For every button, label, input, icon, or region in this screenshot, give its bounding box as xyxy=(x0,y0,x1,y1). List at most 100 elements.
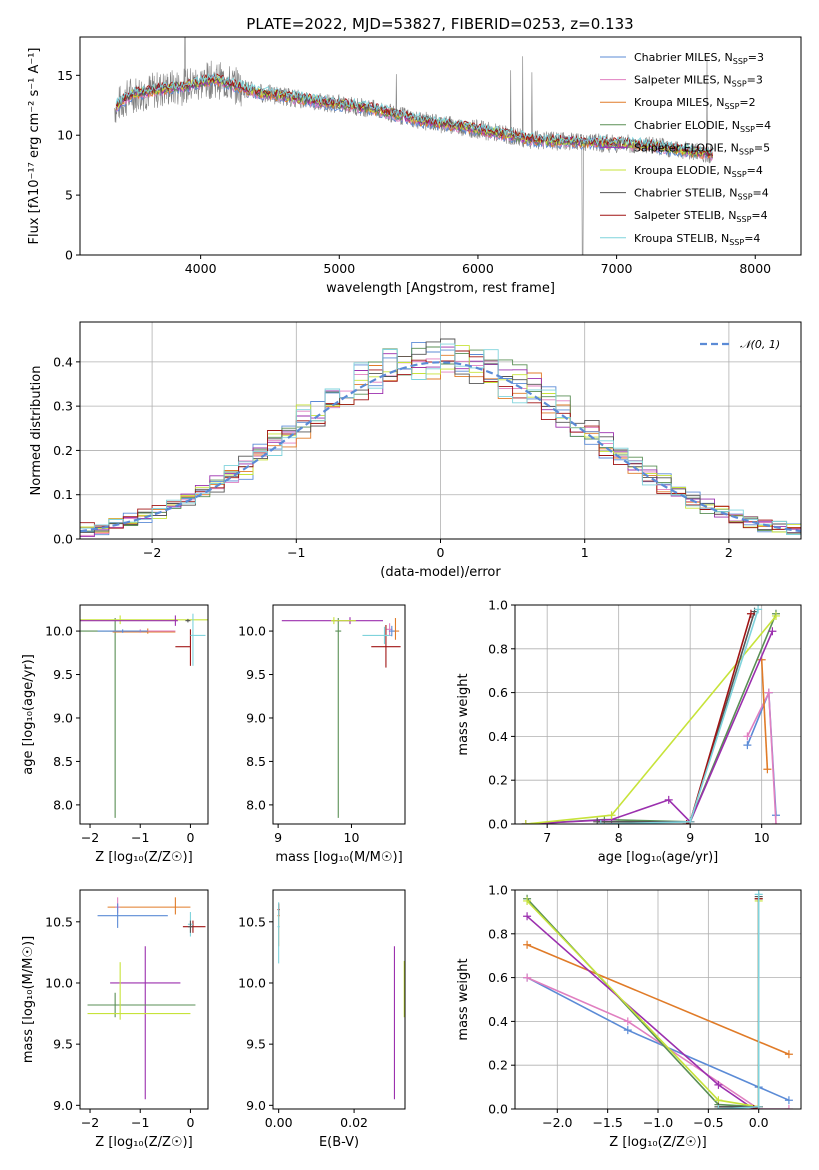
series-line xyxy=(526,976,790,1101)
plot-area xyxy=(281,617,401,818)
x-tick-label: 0.0 xyxy=(749,1115,769,1130)
x-axis-label: E(B-V) xyxy=(319,1135,359,1150)
x-tick-label: −1 xyxy=(131,830,149,845)
x-tick-label: 0 xyxy=(186,1115,194,1130)
x-tick-label: −1.0 xyxy=(643,1115,673,1130)
legend-label-sub: SSP xyxy=(739,147,754,156)
y-tick-label: 1.0 xyxy=(488,598,508,613)
legend-label-name: Chabrier MILES, N xyxy=(634,51,733,64)
series-line xyxy=(526,944,790,1056)
model-spectrum-line xyxy=(116,77,713,162)
y-axis-label: mass weight xyxy=(456,673,471,755)
y-tick-label: 0.3 xyxy=(53,399,73,414)
series-marker xyxy=(771,820,780,824)
y-tick-label: 0.6 xyxy=(488,685,508,700)
legend-label: Salpeter MILES, NSSP=3 xyxy=(634,74,763,89)
series-marker xyxy=(664,795,673,804)
x-tick-label: 8000 xyxy=(739,261,771,276)
legend-label: Salpeter ELODIE, NSSP=5 xyxy=(634,141,770,156)
series-line xyxy=(525,613,777,824)
y-tick-label: 0.4 xyxy=(488,729,508,744)
y-tick-label: 0.0 xyxy=(488,1102,508,1117)
series-marker xyxy=(596,820,605,824)
y-tick-label: 0.2 xyxy=(488,1058,508,1073)
x-axis-label: Z [log₁₀(Z/Z☉)] xyxy=(95,850,192,865)
series-line xyxy=(760,659,769,770)
x-tick-label: 0 xyxy=(186,830,194,845)
x-axis-label: wavelength [Angstrom, rest frame] xyxy=(326,281,555,296)
y-tick-label: 15 xyxy=(57,68,73,83)
legend-label-count: =4 xyxy=(751,209,767,222)
legend-label-count: =4 xyxy=(755,119,771,132)
y-tick-label: 9.5 xyxy=(53,1037,73,1052)
chart-age-vs-mass: 9 10 8.0 8.5 9.0 9.5 10.0 mass [log₁₀(M/M☉)] xyxy=(238,604,406,865)
y-tick-label: 0.8 xyxy=(488,926,508,941)
legend-label: Kroupa MILES, NSSP=2 xyxy=(634,96,756,111)
legend-label-name: Salpeter ELODIE, N xyxy=(634,141,739,154)
y-tick-label: 10.0 xyxy=(238,975,266,990)
legend-label-sub: SSP xyxy=(736,215,751,224)
y-tick-label: 1.0 xyxy=(488,883,508,898)
legend-label-count: =2 xyxy=(739,96,755,109)
series-marker xyxy=(623,1017,632,1026)
legend-label-name: Chabrier ELODIE, N xyxy=(634,119,740,132)
y-tick-label: 9.0 xyxy=(246,710,266,725)
legend-label-count: =4 xyxy=(747,164,763,177)
axes-frame xyxy=(79,604,209,825)
x-tick-label: 10 xyxy=(754,830,770,845)
series-marker xyxy=(523,973,532,982)
legend-label-sub: SSP xyxy=(740,125,755,134)
gaussian-reference-curve xyxy=(80,361,801,533)
legend-label-name: Kroupa STELIB, N xyxy=(634,232,729,245)
x-tick-label: 7000 xyxy=(601,261,633,276)
y-tick-label: 10.5 xyxy=(45,914,73,929)
series-marker xyxy=(714,1080,723,1089)
series-line xyxy=(600,609,759,824)
legend-label: 𝒩(0, 1) xyxy=(740,338,780,351)
y-tick-label: 0.6 xyxy=(488,970,508,985)
axes-frame xyxy=(514,604,802,825)
y-tick-label: 10 xyxy=(57,128,73,143)
axes-frame xyxy=(272,604,406,825)
x-tick-label: −1 xyxy=(287,545,305,560)
series-line xyxy=(526,898,760,1108)
legend-label-count: =4 xyxy=(744,232,760,245)
x-tick-label: −1 xyxy=(131,1115,149,1130)
residual-histogram-step xyxy=(80,343,801,535)
series-marker xyxy=(784,1105,793,1109)
series-marker xyxy=(743,741,752,750)
series-marker xyxy=(746,609,755,618)
y-tick-label: 0.0 xyxy=(53,532,73,547)
series-marker xyxy=(763,765,772,774)
x-axis-label: Z [log₁₀(Z/Z☉)] xyxy=(609,1135,706,1150)
plot-area xyxy=(515,605,801,824)
x-axis-label: mass [log₁₀(M/M☉)] xyxy=(275,850,402,865)
series-marker xyxy=(754,890,763,899)
y-tick-label: 9.0 xyxy=(53,710,73,725)
x-tick-label: −2 xyxy=(81,1115,99,1130)
series-marker xyxy=(754,1102,763,1109)
axes-frame xyxy=(272,889,406,1110)
x-tick-label: 0 xyxy=(437,545,445,560)
chart-weight-vs-Z: −2.0 −1.5 −1.0 −0.5 0.0 0.0 0.2 0.4 0.6 0.8 1.0 Z [… xyxy=(456,883,802,1150)
series-marker xyxy=(623,1026,632,1035)
x-tick-label: 10 xyxy=(344,830,360,845)
x-tick-label: 6000 xyxy=(462,261,494,276)
plot-area xyxy=(277,902,405,1100)
chart-age-vs-Z: −2 −1 0 8.0 8.5 9.0 9.5 10.0 Z [log₁₀(Z/Z☉)] age … xyxy=(21,604,209,865)
series-marker xyxy=(754,605,763,614)
y-tick-label: 8.5 xyxy=(246,754,266,769)
y-axis-label: mass [log₁₀(M/M☉)] xyxy=(21,936,36,1063)
series-marker xyxy=(521,820,530,824)
y-tick-label: 10.5 xyxy=(238,914,266,929)
plot-area xyxy=(80,322,801,539)
series-marker xyxy=(593,817,602,824)
y-tick-label: 0.4 xyxy=(53,354,73,369)
y-tick-label: 0.4 xyxy=(488,1014,508,1029)
x-tick-label: −2.0 xyxy=(542,1115,572,1130)
y-tick-label: 0.2 xyxy=(53,443,73,458)
y-tick-label: 8.5 xyxy=(53,754,73,769)
legend-label-count: =5 xyxy=(754,141,770,154)
axes-frame xyxy=(79,36,802,256)
